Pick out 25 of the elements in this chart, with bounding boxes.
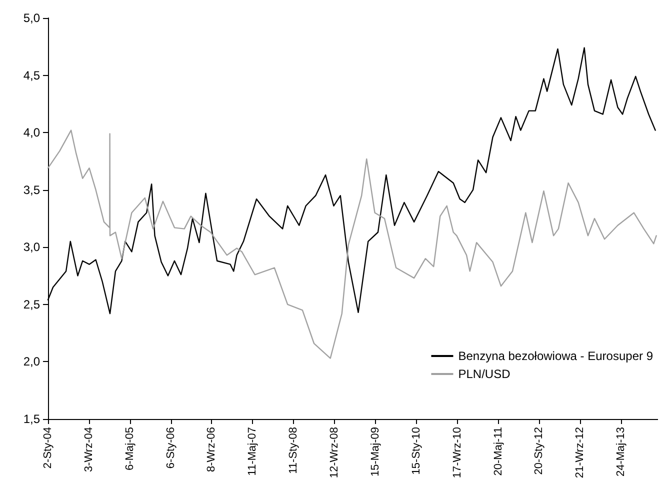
x-tick-label: 12-Wrz-08 [328,427,341,478]
x-tick-label: 6-Sty-06 [164,427,177,469]
y-tick-label: 3,5 [23,182,40,197]
x-tick-label: 20-Maj-11 [492,427,504,476]
x-tick-label: 11-Sty-08 [288,427,300,474]
x-tick-label: 24-Maj-13 [615,427,628,477]
x-tick-label: 2-Sty-04 [42,427,54,469]
x-tick-label: 17-Wrz-10 [451,427,464,478]
y-tick-label: 4,0 [23,126,40,140]
y-tick-label: 4,5 [23,68,40,82]
x-tick-label: 20-Sty-12 [533,427,546,475]
x-tick-label: 21-Wrz-12 [574,427,586,478]
y-tick-label: 3,0 [23,240,40,254]
x-tick-label: 15-Maj-09 [369,427,382,477]
x-tick-label: 15-Sty-10 [410,427,422,475]
y-tick-label: 2,0 [23,354,40,369]
y-tick-label: 1,5 [23,412,40,426]
x-tick-label: 8-Wrz-06 [206,427,218,472]
y-tick-label: 5,0 [23,11,40,25]
x-tick-label: 6-Maj-05 [124,427,136,470]
x-tick-label: 3-Wrz-04 [82,427,95,472]
legend-label: PLN/USD [458,367,511,381]
x-tick-label: 11-Maj-07 [246,427,259,476]
y-tick-label: 2,5 [23,297,40,312]
legend-label: Benzyna bezołowiowa - Eurosuper 9 [458,349,654,363]
